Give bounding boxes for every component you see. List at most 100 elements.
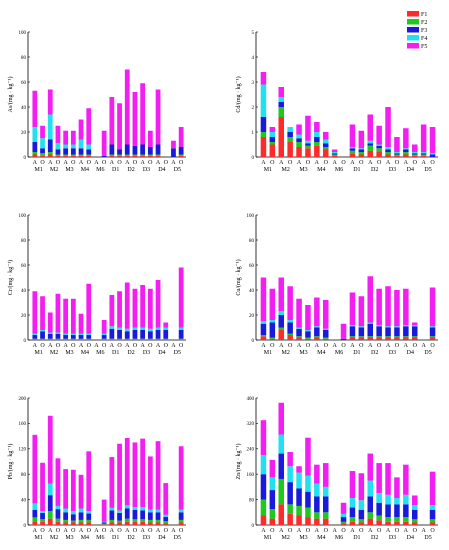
bar-segment-f4	[429, 326, 436, 328]
bar-segment-f4	[358, 500, 365, 510]
group-label: M3	[65, 167, 73, 173]
legend-swatch	[407, 11, 419, 17]
bar-segment-f1	[178, 155, 184, 157]
legend-swatch	[407, 35, 419, 41]
bar-segment-f5	[32, 291, 38, 334]
bar-segment-f4	[403, 148, 409, 150]
bar-segment-f1	[411, 522, 418, 525]
bar-segment-f3	[314, 137, 320, 142]
bar-label: A	[297, 160, 302, 166]
bar-segment-f2	[403, 517, 409, 522]
group-label: D2	[371, 167, 378, 173]
bar-segment-f1	[63, 522, 69, 525]
bar-label: O	[413, 343, 418, 349]
bar-segment-f1	[367, 150, 374, 157]
bar-segment-f3	[55, 149, 61, 155]
bar-segment-f1	[63, 339, 69, 340]
bar-segment-f4	[331, 152, 338, 154]
bar-segment-f5	[420, 124, 427, 152]
bar-segment-f5	[367, 276, 374, 323]
bar-segment-f1	[403, 154, 409, 157]
bar-segment-f3	[260, 323, 267, 335]
bar-label: A	[94, 528, 99, 534]
bar-segment-f4	[117, 510, 122, 513]
bar-segment-f1	[296, 147, 302, 157]
bar-label: O	[102, 343, 107, 349]
bar-segment-f2	[411, 519, 418, 523]
bar-segment-f5	[32, 90, 38, 127]
bar-segment-f3	[287, 482, 293, 505]
bar-segment-f1	[287, 335, 293, 340]
bar-segment-f5	[70, 298, 76, 334]
bar-segment-f1	[367, 337, 374, 340]
bar-segment-f4	[47, 332, 53, 334]
bar-segment-f2	[278, 327, 285, 330]
bar-segment-f4	[322, 486, 329, 497]
group-label: D4	[158, 167, 165, 173]
y-tick-label: 400	[247, 397, 255, 402]
bar-segment-f4	[70, 511, 76, 515]
bar-label: A	[279, 528, 284, 534]
bar-label: A	[297, 528, 302, 534]
bar-segment-f4	[358, 148, 365, 150]
bar-label: O	[179, 343, 184, 349]
group-label: M1	[35, 535, 43, 541]
y-tick-label: 40	[21, 289, 27, 294]
bar-segment-f1	[47, 518, 53, 525]
bar-segment-f2	[296, 142, 302, 147]
bar-segment-f1	[101, 524, 107, 525]
group-label: M3	[65, 535, 73, 541]
bar-segment-f5	[171, 140, 176, 149]
bar-segment-f5	[394, 290, 400, 327]
bar-label: O	[377, 160, 382, 166]
bar-segment-f3	[260, 474, 267, 500]
bar-label: O	[288, 528, 293, 534]
bar-segment-f2	[178, 519, 184, 523]
bar-segment-f2	[411, 336, 418, 338]
bar-label: A	[368, 528, 373, 534]
bar-segment-f5	[331, 149, 338, 152]
bar-label: A	[125, 528, 130, 534]
bar-segment-f4	[269, 320, 276, 323]
bar-segment-f2	[78, 519, 84, 523]
bar-label: A	[350, 160, 355, 166]
bar-segment-f1	[109, 155, 115, 157]
bar-segment-f3	[349, 326, 356, 337]
legend-label: F4	[421, 36, 427, 42]
bar-segment-f3	[314, 327, 320, 337]
bar-label: O	[179, 160, 184, 166]
bar-segment-f2	[140, 519, 146, 522]
bar-label: O	[413, 160, 418, 166]
bar-segment-f4	[420, 152, 427, 154]
group-label: D3	[389, 350, 396, 356]
bar-segment-f2	[278, 107, 285, 117]
bar-segment-f5	[63, 298, 69, 334]
bar-segment-f4	[140, 327, 146, 330]
bar-segment-f1	[140, 155, 146, 157]
group-label: D4	[158, 350, 165, 356]
bar-segment-f1	[358, 522, 365, 525]
bar-segment-f2	[55, 338, 61, 340]
bar-segment-f1	[358, 154, 365, 157]
bar-segment-f1	[55, 155, 61, 157]
bar-segment-f5	[367, 453, 374, 481]
bar-segment-f3	[32, 335, 38, 339]
bar-segment-f3	[70, 335, 76, 339]
group-label: M4	[81, 535, 89, 541]
group-label: D2	[127, 535, 134, 541]
bar-segment-f4	[124, 328, 130, 332]
bar-segment-f3	[411, 509, 418, 520]
bar-segment-f3	[340, 338, 347, 340]
group-label: D5	[424, 535, 431, 541]
bar-segment-f3	[278, 102, 285, 107]
bar-label: A	[297, 343, 302, 349]
bar-segment-f3	[278, 453, 285, 479]
y-tick-label: 100	[247, 214, 255, 219]
bar-segment-f2	[358, 519, 365, 523]
group-label: M3	[299, 167, 307, 173]
legend-swatch	[407, 19, 419, 25]
bar-segment-f3	[296, 488, 302, 506]
bar-segment-f3	[40, 331, 45, 339]
bar-segment-f2	[117, 154, 122, 156]
bar-segment-f4	[109, 507, 115, 511]
